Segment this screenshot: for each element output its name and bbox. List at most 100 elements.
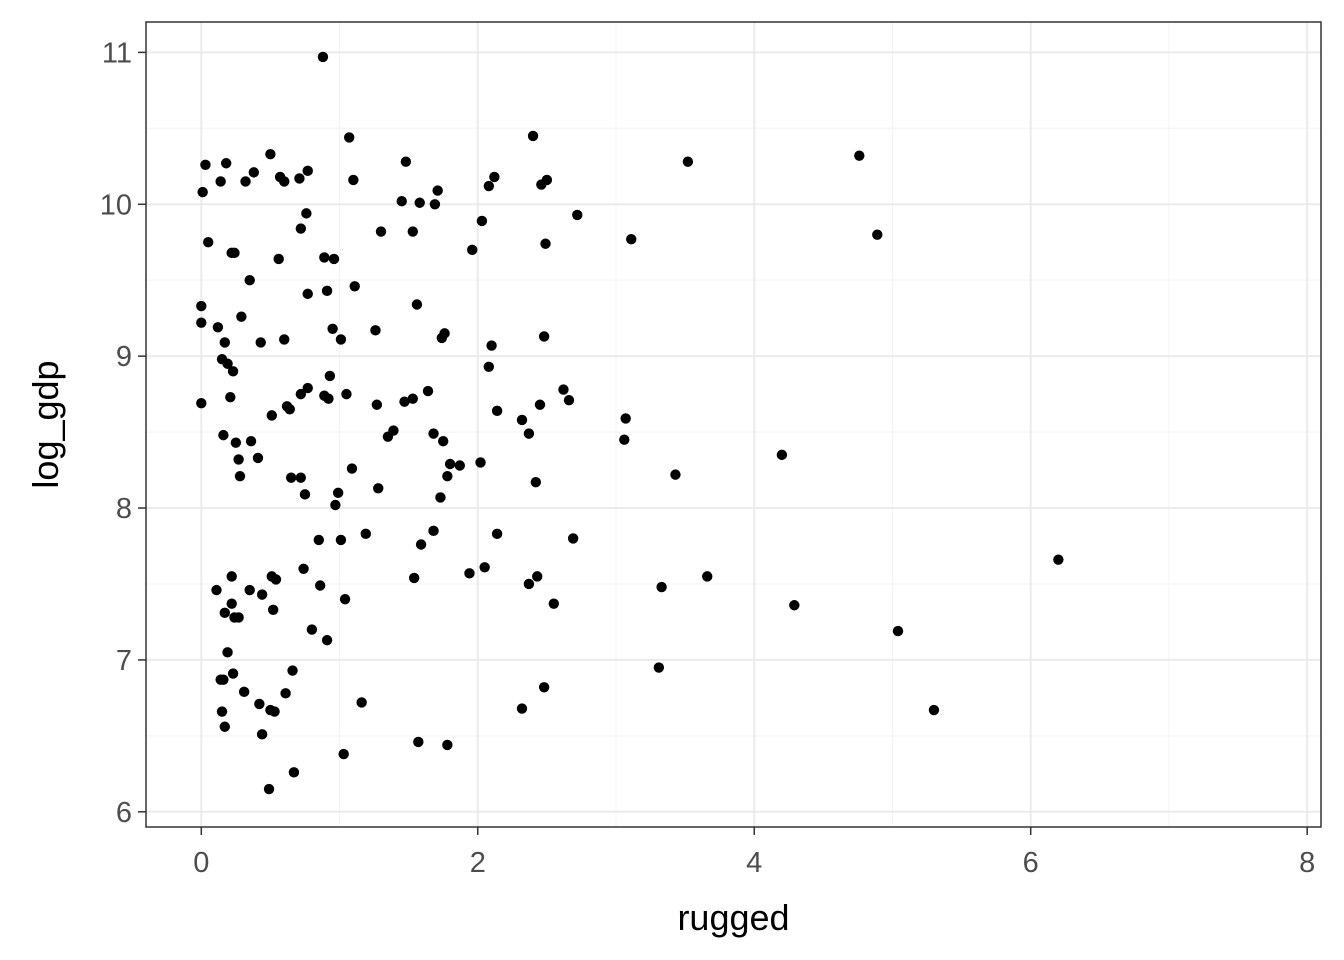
data-point: [203, 237, 214, 248]
data-point: [338, 748, 349, 760]
data-point: [626, 233, 637, 245]
data-point: [563, 394, 575, 406]
data-point: [227, 366, 239, 377]
y-axis-ticks: 6 7 8 9 10 11: [100, 37, 146, 829]
y-axis-title: log_gdp: [25, 360, 66, 488]
y-tick-label: 8: [116, 493, 132, 525]
data-point: [279, 334, 290, 345]
data-point: [222, 358, 233, 369]
data-point: [335, 334, 347, 345]
data-point: [252, 452, 264, 464]
data-point: [313, 534, 324, 546]
data-point: [435, 492, 446, 503]
data-point: [200, 159, 211, 170]
data-point: [928, 704, 940, 716]
data-point: [287, 665, 298, 676]
data-point: [254, 698, 265, 710]
data-point: [399, 396, 410, 407]
y-tick-label: 11: [102, 37, 132, 69]
data-point: [479, 562, 490, 573]
data-point: [295, 223, 307, 234]
data-point: [227, 668, 239, 679]
data-point: [321, 634, 333, 646]
data-point: [346, 463, 358, 474]
data-point: [328, 253, 340, 265]
data-point: [523, 428, 535, 439]
data-point: [620, 413, 631, 424]
data-point: [245, 436, 257, 447]
data-point: [548, 598, 559, 609]
data-point: [280, 688, 291, 699]
x-tick-label: 6: [1023, 847, 1039, 879]
x-axis-title: rugged: [677, 897, 789, 938]
data-point: [432, 185, 443, 196]
data-point: [255, 337, 266, 348]
data-point: [483, 180, 495, 192]
data-point: [236, 311, 247, 322]
data-point: [653, 662, 665, 673]
data-point: [265, 148, 276, 160]
x-axis-ticks: 0 2 4 6 8: [193, 827, 1315, 879]
data-point: [429, 199, 441, 210]
y-tick-label: 7: [116, 645, 132, 677]
data-point: [220, 158, 232, 169]
data-point: [211, 584, 222, 596]
data-point: [288, 767, 300, 778]
data-point: [396, 196, 407, 207]
data-point: [226, 598, 237, 609]
data-point: [295, 472, 307, 483]
data-point: [324, 370, 336, 382]
data-points: [196, 51, 1064, 795]
data-point: [540, 238, 551, 249]
data-point: [238, 686, 250, 698]
data-point: [256, 729, 268, 740]
data-point: [854, 150, 865, 161]
data-point: [256, 589, 268, 600]
data-point: [464, 568, 475, 579]
data-point: [302, 382, 313, 394]
data-point: [302, 288, 313, 300]
x-tick-label: 2: [470, 847, 486, 879]
data-point: [532, 571, 543, 582]
data-point: [538, 331, 550, 342]
data-point: [222, 647, 233, 658]
data-point: [411, 299, 423, 310]
data-point: [413, 736, 424, 748]
data-point: [530, 477, 542, 488]
data-point: [442, 739, 453, 751]
data-point: [789, 600, 800, 611]
data-point: [294, 173, 305, 184]
data-point: [619, 434, 630, 445]
data-point: [414, 197, 425, 208]
data-point: [218, 674, 229, 685]
data-point: [196, 317, 207, 328]
data-point: [302, 165, 313, 177]
data-point: [422, 385, 434, 397]
data-point: [415, 539, 427, 550]
data-point: [682, 156, 694, 167]
data-point: [523, 578, 535, 590]
data-point: [388, 425, 399, 436]
data-point: [702, 571, 713, 582]
data-point: [233, 612, 244, 623]
data-point: [263, 783, 275, 795]
data-point: [516, 703, 528, 714]
data-point: [216, 706, 228, 717]
data-point: [538, 682, 550, 693]
data-point: [317, 51, 329, 63]
data-point: [273, 253, 284, 265]
data-point: [558, 384, 569, 395]
data-point: [298, 563, 309, 574]
data-point: [230, 437, 242, 448]
data-point: [475, 457, 486, 468]
data-point: [527, 130, 539, 142]
data-point: [541, 174, 553, 186]
data-point: [776, 449, 788, 461]
data-point: [229, 247, 240, 259]
data-point: [375, 226, 387, 237]
data-point: [486, 340, 497, 351]
data-point: [444, 458, 456, 470]
data-point: [339, 593, 351, 605]
data-point: [373, 483, 384, 494]
data-point: [267, 604, 279, 616]
